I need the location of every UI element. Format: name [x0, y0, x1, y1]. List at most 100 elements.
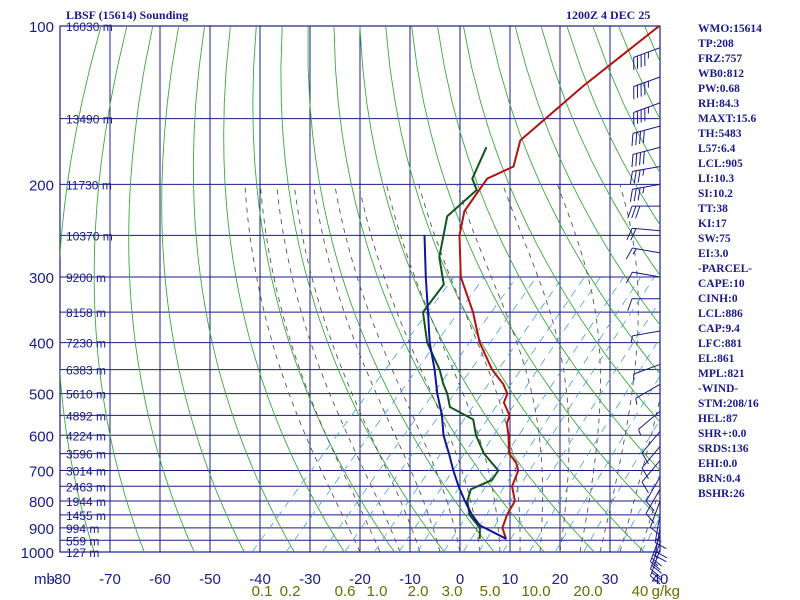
dewpoint-profile [421, 146, 500, 539]
parcel-profile [423, 235, 507, 540]
mixing-ratio-label: 0.2 [280, 583, 301, 600]
barb-flag [635, 132, 638, 146]
height-label: 1944 m [66, 495, 106, 509]
dry-adiabat [192, 26, 295, 552]
barb-staff [649, 535, 661, 562]
wind-barb [633, 363, 661, 381]
wind-barb [635, 383, 661, 405]
mixing-ratio-line [583, 418, 660, 552]
height-label: 6383 m [66, 364, 106, 378]
temperature-tick-label: 10 [502, 571, 519, 588]
barb-staff [649, 549, 661, 577]
mixing-ratio-label: 40 [632, 583, 649, 600]
index-line: WB0:812 [698, 68, 744, 80]
wind-barb [641, 431, 661, 465]
index-line: KI:17 [698, 218, 727, 230]
barb-half-flag [632, 248, 637, 255]
wind-barb [627, 298, 660, 311]
wind-barb [641, 460, 661, 494]
mixing-ratio-label: 10.0 [521, 583, 550, 600]
mixing-ratio-line [285, 276, 485, 552]
height-label: 3014 m [66, 465, 106, 479]
barb-flag [651, 571, 662, 581]
dry-adiabat [462, 26, 660, 423]
mixing-ratio-label: 0.6 [335, 583, 356, 600]
dry-adiabat [385, 26, 645, 552]
barb-flag [650, 575, 661, 585]
dry-adiabat [280, 26, 445, 552]
index-line: TP:208 [698, 38, 734, 50]
index-line: CAPE:10 [698, 278, 745, 290]
moist-adiabat [619, 396, 660, 552]
barb-flag [641, 467, 649, 480]
height-label: 10370 m [66, 229, 113, 243]
barb-flag [655, 551, 668, 559]
wind-barb [631, 146, 661, 168]
height-label: 1455 m [66, 509, 106, 523]
barb-staff [645, 489, 661, 514]
barb-half-flag [642, 169, 645, 176]
temperature-tick-label: 40 [652, 571, 669, 588]
temperature-tick-label: -20 [349, 571, 371, 588]
moist-adiabat [418, 184, 521, 552]
temperature-tick-label: -50 [199, 571, 221, 588]
temperature-tick-label: -10 [399, 571, 421, 588]
barb-flag [633, 188, 637, 202]
index-line: TT:38 [698, 203, 728, 215]
temperature-tick-label: 0 [456, 571, 464, 588]
mixing-ratio-line [251, 276, 455, 552]
dry-adiabat [333, 26, 545, 552]
temperature-tick-label: -80 [49, 571, 71, 588]
stability-index-panel: WMO:15614 TP:208 FRZ:757 WB0:812 PW:0.68 RH:8… [698, 22, 798, 502]
index-line: FRZ:757 [698, 53, 743, 65]
dry-adiabat [128, 26, 195, 552]
moist-adiabat [599, 184, 639, 552]
pressure-tick-label: 100 [29, 19, 54, 36]
index-line: EL:861 [698, 353, 735, 365]
height-label: 4892 m [66, 409, 106, 423]
barb-flag [625, 247, 633, 260]
barb-staff [632, 227, 661, 232]
barb-staff [638, 410, 661, 430]
barb-flag [642, 130, 645, 144]
wind-barb [626, 227, 661, 241]
station-title: LBSF (15614) Sounding [66, 8, 189, 22]
barb-staff [632, 247, 661, 254]
index-line: LCL:905 [698, 158, 743, 170]
mixing-ratio-line [478, 276, 655, 552]
barb-flag [639, 152, 642, 166]
barb-flag [635, 205, 641, 219]
barb-half-flag [642, 187, 645, 194]
dry-adiabat [161, 26, 245, 552]
mixing-ratio-label: 2.0 [408, 583, 429, 600]
dry-adiabat-lines [60, 26, 660, 552]
mixing-ratio-line [398, 276, 585, 552]
index-line: L57:6.4 [698, 143, 736, 155]
wind-barb [633, 76, 661, 100]
moist-adiabat [334, 184, 461, 552]
barb-half-flag [635, 398, 638, 405]
temperature-tick-label: -40 [249, 571, 271, 588]
wind-barb [625, 271, 661, 284]
moist-adiabat [293, 184, 421, 552]
moist-adiabat [456, 184, 544, 552]
moist-adiabat [312, 184, 441, 552]
barb-staff [641, 446, 661, 469]
wind-barb [633, 47, 661, 71]
height-label: 16030 m [66, 20, 113, 34]
barb-flag [630, 228, 637, 241]
pressure-tick-label: 400 [29, 336, 54, 353]
index-line: RH:84.3 [698, 98, 740, 110]
barb-flag [641, 481, 649, 494]
temperature-tick-label: 30 [602, 571, 619, 588]
barb-staff [641, 431, 661, 454]
barb-staff [632, 146, 661, 155]
height-label: 4224 m [66, 429, 106, 443]
mixing-ratio-line [528, 337, 660, 552]
barb-staff [633, 363, 661, 375]
dry-adiabat [307, 26, 495, 552]
barb-staff [649, 500, 661, 528]
barb-staff [633, 47, 661, 58]
temperature-profile [458, 26, 660, 540]
